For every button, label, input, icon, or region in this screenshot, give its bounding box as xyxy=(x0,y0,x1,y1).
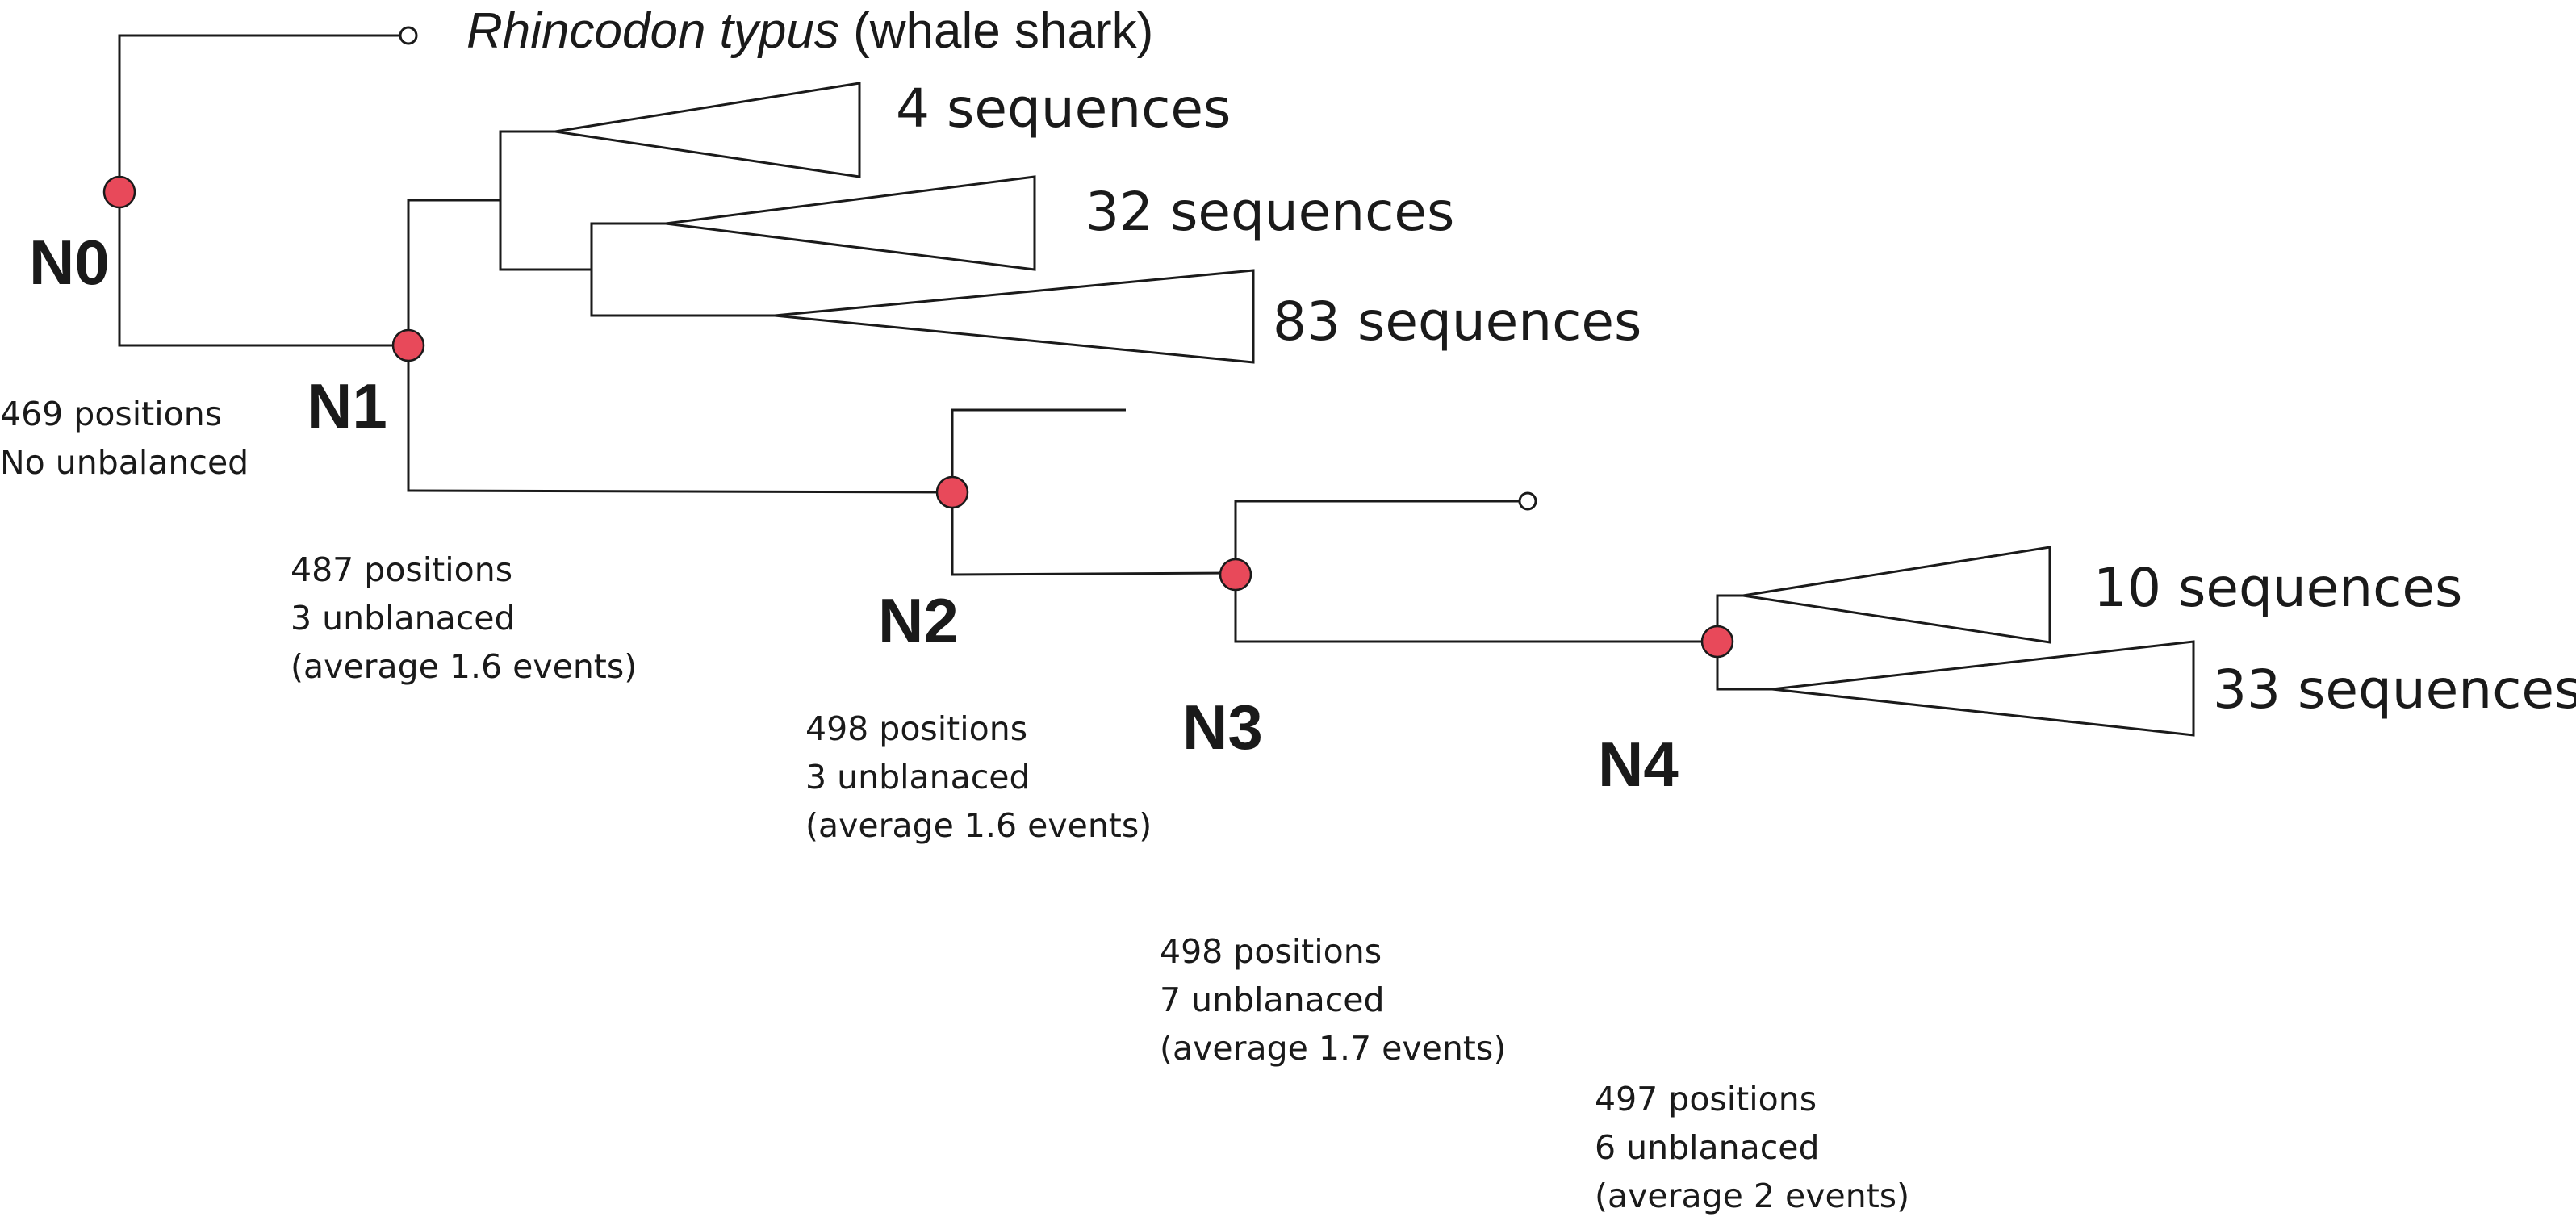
clade-triangle-32-sequences xyxy=(665,175,1036,271)
tip-n3-leaf-marker xyxy=(1518,491,1537,511)
branch-n3 xyxy=(1234,500,1717,643)
stats-average-events: (average 2 events) xyxy=(1595,1177,1910,1215)
species-common-name: (whale shark) xyxy=(853,3,1154,59)
species-scientific-name: Rhincodon typus xyxy=(466,3,839,59)
node-label-n3: N3 xyxy=(1182,692,1263,763)
clade-triangle-83-sequences xyxy=(774,269,1255,364)
node-stats-n1: 487 positions 3 unblanaced (average 1.6 … xyxy=(291,546,637,691)
node-stats-n4: 497 positions 6 unblanaced (average 2 ev… xyxy=(1595,1075,1909,1220)
stats-average-events: (average 1.6 events) xyxy=(291,647,638,686)
clade-triangle-10-sequences xyxy=(1742,546,2051,644)
branch-upper-subtree xyxy=(499,130,592,271)
stats-positions: 487 positions xyxy=(291,550,513,589)
clade-triangle-33-sequences xyxy=(1771,640,2195,737)
node-label-n1: N1 xyxy=(307,370,387,441)
branch-n0 xyxy=(118,34,408,347)
stats-unbalanced: 6 unblanaced xyxy=(1595,1128,1820,1167)
stats-unbalanced: 3 unblanaced xyxy=(805,758,1031,797)
stats-unbalanced: 3 unblanaced xyxy=(291,599,516,638)
node-label-n0: N0 xyxy=(29,227,110,298)
branch-n2 xyxy=(951,408,1236,576)
stats-average-events: (average 1.6 events) xyxy=(805,806,1152,845)
outgroup-species-label: Rhincodon typus (whale shark) xyxy=(466,6,1153,56)
node-label-n2: N2 xyxy=(878,585,959,656)
tip-whale-shark-marker xyxy=(399,26,418,45)
clade-triangle-4-sequences xyxy=(554,82,861,178)
clade-label-83-sequences: 83 sequences xyxy=(1273,291,1642,353)
stats-unbalanced: 7 unblanaced xyxy=(1160,981,1385,1019)
node-marker-n1 xyxy=(391,328,425,362)
node-marker-n0 xyxy=(102,175,136,209)
stats-positions: 469 positions xyxy=(0,395,223,433)
stats-positions: 497 positions xyxy=(1595,1080,1817,1119)
node-stats-n3: 498 positions 7 unblanaced (average 1.7 … xyxy=(1160,927,1506,1073)
node-marker-n3 xyxy=(1219,558,1252,592)
stats-positions: 498 positions xyxy=(805,709,1028,748)
node-marker-n2 xyxy=(935,475,969,509)
branch-32-83-split xyxy=(590,222,775,317)
clade-label-33-sequences: 33 sequences xyxy=(2213,659,2576,721)
node-stats-n2: 498 positions 3 unblanaced (average 1.6 … xyxy=(805,705,1152,850)
clade-label-32-sequences: 32 sequences xyxy=(1085,181,1455,243)
node-stats-n0: 469 positions No unbalanced xyxy=(0,390,249,487)
node-label-n4: N4 xyxy=(1598,729,1679,800)
stats-positions: 498 positions xyxy=(1160,932,1382,971)
clade-label-4-sequences: 4 sequences xyxy=(896,77,1232,140)
clade-label-10-sequences: 10 sequences xyxy=(2093,557,2463,619)
node-marker-n4 xyxy=(1700,625,1734,659)
stats-unbalanced: No unbalanced xyxy=(0,443,249,482)
stats-average-events: (average 1.7 events) xyxy=(1160,1029,1507,1068)
